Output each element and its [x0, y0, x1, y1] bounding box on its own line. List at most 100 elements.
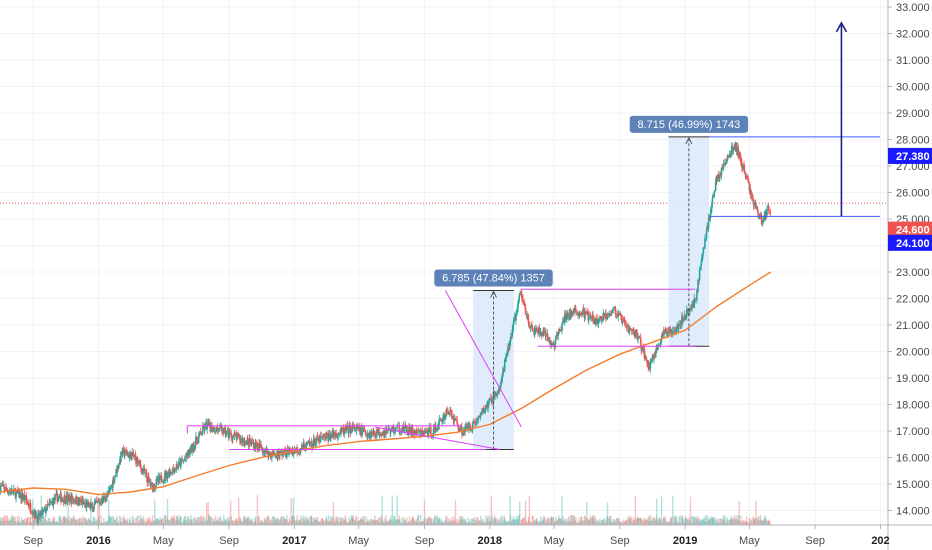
candle-body — [599, 316, 601, 319]
candle-body — [278, 455, 281, 457]
volume-bar — [165, 519, 167, 525]
volume-bar — [444, 519, 446, 525]
candle-body — [639, 337, 642, 345]
volume-bar — [62, 516, 65, 525]
candle-body — [712, 196, 714, 199]
volume-bar — [188, 518, 191, 525]
candle-body — [90, 503, 92, 506]
volume-bar — [415, 522, 418, 525]
x-tick-label: 2018 — [478, 535, 502, 547]
volume-bar — [258, 516, 260, 525]
candle-body — [134, 455, 137, 457]
volume-bar — [164, 515, 166, 525]
measure-label: 6.785 (47.84%) 1357 — [442, 273, 545, 285]
candle-body — [31, 512, 33, 515]
candle-body — [273, 451, 275, 456]
candle-body — [9, 491, 11, 493]
volume-bar — [316, 517, 318, 525]
volume-bar — [593, 518, 595, 525]
volume-bar — [649, 519, 652, 525]
volume-bar — [334, 521, 337, 525]
volume-bar — [672, 522, 675, 525]
volume-bar — [26, 518, 28, 525]
candle-body — [709, 214, 712, 220]
volume-bar — [456, 519, 459, 525]
candle-body — [67, 495, 69, 502]
volume-bar — [737, 515, 740, 525]
volume-bar — [77, 522, 80, 525]
y-axis[interactable]: 33.00032.00031.00030.00029.00028.00027.0… — [887, 0, 930, 550]
volume-bar — [468, 522, 470, 525]
volume-bar — [116, 515, 118, 525]
volume-bar — [48, 521, 50, 525]
volume-bar — [88, 518, 90, 525]
candle-body — [503, 360, 506, 370]
volume-bar — [150, 522, 152, 525]
volume-bar — [128, 517, 131, 525]
volume-bar — [745, 516, 748, 525]
volume-bar — [204, 516, 206, 525]
candle-body — [563, 314, 566, 323]
volume-bar — [24, 521, 26, 525]
candle-body — [529, 325, 532, 328]
x-axis[interactable]: Sep 2016 May Sep 2017 May Sep 2018 May Sep 2019 May… — [0, 524, 932, 547]
volume-bar — [232, 520, 234, 525]
volume-bar — [100, 522, 103, 525]
candle-body — [364, 431, 367, 435]
volume-bar — [235, 519, 238, 525]
volume-bar — [570, 515, 573, 525]
volume-bar — [698, 518, 701, 525]
candle-body — [127, 454, 130, 458]
candle-body — [315, 441, 317, 443]
candle-body — [249, 438, 251, 443]
volume-bar — [44, 515, 47, 525]
volume-bar — [741, 520, 744, 525]
candle-body — [547, 340, 549, 342]
volume-bar — [697, 520, 699, 525]
candle-body — [256, 442, 258, 445]
candle-body — [71, 495, 74, 501]
volume-bar — [332, 502, 335, 525]
candle-body — [640, 344, 643, 351]
candle-body — [700, 262, 702, 267]
volume-bar — [696, 516, 699, 525]
volume-bar — [22, 519, 25, 525]
candle-body — [130, 454, 133, 461]
volume-bar — [453, 516, 455, 525]
volume-bar — [226, 520, 228, 525]
candle-body — [524, 305, 526, 308]
candle-body — [12, 491, 15, 494]
volume-bar — [385, 522, 388, 525]
volume-bar — [694, 516, 697, 525]
candle-body — [417, 430, 420, 433]
volume-bar — [717, 518, 720, 525]
volume-bar — [89, 519, 92, 525]
volume-bar — [472, 518, 474, 525]
volume-bar — [103, 517, 105, 525]
volume-bar — [50, 520, 53, 525]
candle-body — [663, 329, 666, 334]
volume-bar — [626, 522, 628, 525]
volume-bar — [61, 517, 64, 525]
volume-bar — [436, 515, 439, 525]
volume-bar — [0, 521, 2, 525]
volume-bar — [311, 517, 313, 525]
volume-bar — [260, 521, 262, 525]
candle-body — [247, 438, 249, 440]
volume-bar — [34, 521, 36, 525]
volume-bar — [427, 517, 429, 525]
volume-bar — [720, 521, 723, 525]
candle-body — [540, 332, 543, 336]
volume-bar — [599, 522, 602, 525]
volume-bar — [526, 522, 528, 525]
volume-bar — [625, 519, 627, 525]
volume-bar — [48, 517, 50, 525]
volume-bar — [138, 522, 140, 525]
volume-bar — [238, 497, 240, 525]
volume-bar — [704, 515, 707, 525]
candle-body — [73, 499, 75, 502]
volume-bar — [518, 515, 520, 525]
volume-bar — [321, 517, 323, 525]
candle-body — [260, 444, 263, 448]
